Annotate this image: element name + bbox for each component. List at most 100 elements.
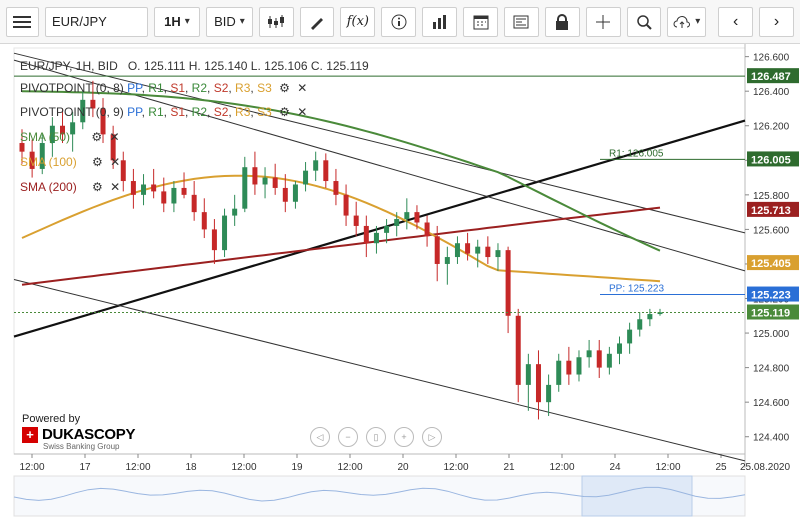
chart-svg[interactable]: 126.600126.400126.200126.000125.800125.6… [0, 44, 800, 523]
scroll-back-icon[interactable]: ◁ [310, 427, 330, 447]
zoom-out-icon[interactable]: − [338, 427, 358, 447]
sma-100-line [21, 174, 661, 283]
price-tag [747, 304, 799, 320]
close-icon[interactable]: ✕ [109, 130, 120, 144]
candlestick-icon [268, 14, 285, 28]
indicator-row-pivot-1: PIVOTPOINT (0, 8) PP, R1, S1, R2, S2, R3… [20, 81, 308, 95]
candle-body [232, 208, 238, 216]
close-icon[interactable]: ✕ [110, 180, 121, 194]
gear-icon[interactable]: ⚙ [92, 180, 103, 194]
x-tick-label: 12:00 [231, 462, 256, 473]
gear-icon[interactable]: ⚙ [92, 155, 103, 169]
candle-body [616, 343, 622, 354]
level-annotation: R1: 126.005 [609, 148, 664, 159]
gear-icon[interactable]: ⚙ [279, 105, 290, 119]
menu-icon[interactable] [6, 6, 39, 37]
candle-body [363, 225, 369, 244]
trend-line-support [13, 119, 746, 338]
y-tick-label: 125.800 [753, 191, 790, 202]
y-tick-label: 124.600 [753, 398, 790, 409]
r1-legend: R1 [148, 81, 164, 95]
x-tick-label: 19 [291, 462, 303, 473]
calendar-button[interactable] [463, 6, 498, 37]
price-tag-label: 125.713 [751, 205, 791, 217]
powered-by-label: Powered by [22, 413, 81, 425]
scroll-right-button[interactable]: › [759, 6, 794, 37]
r3-legend: R3 [235, 81, 251, 95]
cloud-upload-icon [673, 15, 691, 28]
upload-button[interactable]: ▾ [667, 6, 707, 37]
trend-line-resistance-upper [13, 52, 746, 234]
offer-side-select[interactable]: BID ▾ [206, 6, 253, 37]
candle-body [161, 191, 167, 204]
y-tick-label: 126.200 [753, 122, 790, 133]
x-tick-label: 24 [609, 462, 621, 473]
draw-tool-button[interactable] [299, 6, 335, 37]
sma-200-line [21, 206, 661, 286]
y-tick-label: 124.400 [753, 433, 790, 444]
candle-body [414, 212, 420, 223]
close-icon[interactable]: ✕ [110, 155, 121, 169]
bar-chart-icon [432, 14, 446, 29]
dukascopy-logo: + DUKASCOPY Swiss Banking Group [22, 426, 135, 451]
crosshair-button[interactable] [585, 6, 621, 37]
y-tick-label: 125.600 [753, 225, 790, 236]
close-icon[interactable]: ✕ [297, 105, 308, 119]
indicator-row-sma200: SMA (200) ⚙ ✕ [20, 180, 120, 194]
pp-legend: PP [127, 81, 142, 95]
candle-body [606, 353, 612, 368]
candle-body [333, 181, 339, 195]
s3-legend: S3 [257, 81, 272, 95]
scroll-forward-icon[interactable]: ▷ [422, 427, 442, 447]
level-annotation: PP: 125.223 [609, 284, 664, 295]
candle-body [60, 125, 66, 135]
candle-body [313, 160, 319, 171]
candle-body [242, 167, 248, 209]
candle-body [373, 232, 379, 244]
indicators-button[interactable]: f(x) [340, 6, 376, 37]
calendar-icon [473, 15, 488, 29]
chart-area[interactable]: 126.600126.400126.200126.000125.800125.6… [0, 44, 800, 523]
navigation-controls: ◁ − ▯ + ▷ [310, 427, 442, 447]
candle-body [424, 222, 430, 237]
volume-button[interactable] [422, 6, 458, 37]
gear-icon[interactable]: ⚙ [279, 81, 290, 95]
indicator-row-sma50: SMA (50) ⚙ ✕ [20, 130, 120, 144]
function-icon: f(x) [346, 14, 370, 29]
instrument-select[interactable]: EUR/JPY [44, 6, 148, 37]
reset-view-icon[interactable]: ▯ [366, 427, 386, 447]
candle-body [272, 177, 278, 188]
x-tick-label: 12:00 [19, 462, 44, 473]
indicator-row-pivot-2: PIVOTPOINT (0, 9) PP, R1, S1, R2, S2, R3… [20, 105, 308, 119]
close-icon[interactable]: ✕ [297, 81, 308, 95]
zoom-in-icon[interactable]: + [394, 427, 414, 447]
lock-button[interactable] [544, 6, 580, 37]
gear-icon[interactable]: ⚙ [91, 130, 103, 144]
period-select[interactable]: 1H ▾ [153, 6, 201, 37]
price-tag [747, 286, 799, 302]
candle-body [627, 329, 633, 344]
candle-body [384, 225, 390, 233]
scroll-left-button[interactable]: ‹ [718, 6, 754, 37]
x-tick-label: 21 [503, 462, 515, 473]
candle-body [141, 184, 147, 195]
candle-type-button[interactable] [258, 6, 294, 37]
info-icon [391, 14, 407, 29]
swiss-cross-icon: + [22, 426, 38, 443]
candle-body [151, 184, 157, 192]
candle-body [485, 246, 491, 258]
chevron-down-icon: ▾ [239, 16, 245, 27]
lock-icon [556, 13, 569, 30]
candle-body [90, 99, 96, 109]
chevron-left-icon: ‹ [732, 12, 739, 30]
news-button[interactable] [503, 6, 539, 37]
candle-body [596, 350, 602, 368]
candle-body [556, 360, 562, 385]
candle-body [191, 194, 197, 213]
price-tag-label: 126.005 [751, 154, 791, 166]
price-tag-label: 126.487 [751, 71, 791, 83]
info-button[interactable] [381, 6, 417, 37]
candle-body [586, 350, 592, 358]
offer-side-label: BID [214, 14, 236, 29]
zoom-button[interactable] [626, 6, 662, 37]
